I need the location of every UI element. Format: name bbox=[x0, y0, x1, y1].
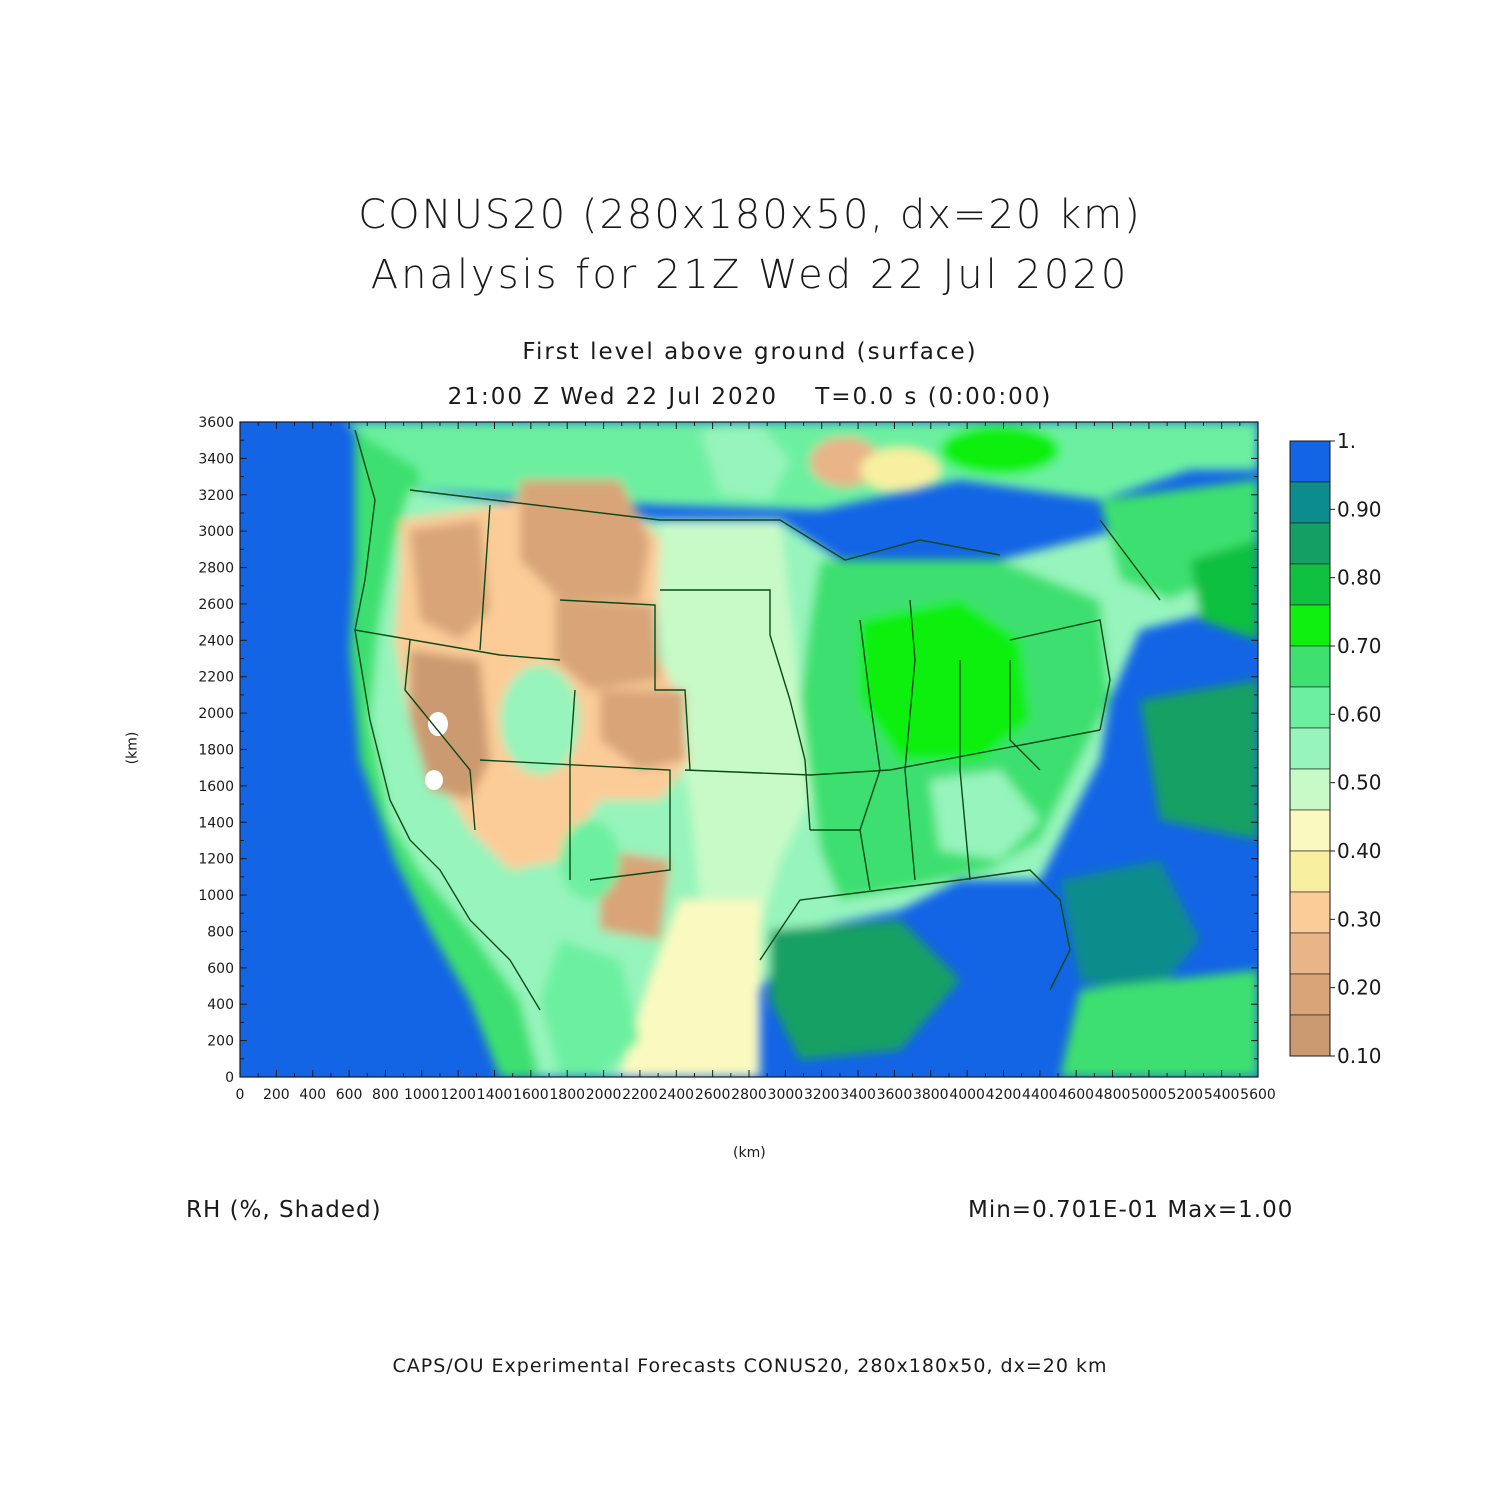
colorbar-frame bbox=[1289, 440, 1331, 1057]
x-tick-label: 1000 bbox=[404, 1087, 440, 1103]
colorbar-swatch bbox=[1289, 686, 1331, 729]
y-tick-label: 3400 bbox=[198, 451, 234, 467]
y-axis-unit: (km) bbox=[124, 731, 141, 765]
x-tick-label: 800 bbox=[372, 1087, 399, 1103]
y-tick-label: 3600 bbox=[198, 415, 234, 431]
x-tick-label: 1600 bbox=[513, 1087, 549, 1103]
chart-title: CONUS20 (280x180x50, dx=20 km) bbox=[358, 192, 1142, 238]
colorbar-label: 1. bbox=[1337, 429, 1356, 453]
colorbar-label: 0.20 bbox=[1337, 976, 1382, 1000]
colorbar-label: 0.60 bbox=[1337, 702, 1382, 726]
footer-credit: CAPS/OU Experimental Forecasts CONUS20, … bbox=[392, 1355, 1108, 1377]
colorbar-swatch bbox=[1289, 645, 1331, 688]
colorbar-label: 0.10 bbox=[1337, 1044, 1382, 1068]
x-tick-label: 2600 bbox=[695, 1087, 731, 1103]
x-tick-label: 5400 bbox=[1204, 1087, 1240, 1103]
colorbar-swatch bbox=[1289, 973, 1331, 1016]
x-tick-label: 2400 bbox=[658, 1087, 694, 1103]
colorbar-swatch bbox=[1289, 768, 1331, 811]
colorbar-swatch bbox=[1289, 891, 1331, 934]
y-tick-label: 800 bbox=[207, 924, 234, 940]
colorbar-swatch bbox=[1289, 604, 1331, 647]
x-tick-label: 3400 bbox=[840, 1087, 876, 1103]
x-tick-label: 2000 bbox=[586, 1087, 622, 1103]
y-tick-label: 2200 bbox=[198, 670, 234, 686]
y-tick-label: 400 bbox=[207, 997, 234, 1013]
x-tick-label: 3600 bbox=[877, 1087, 913, 1103]
x-axis bbox=[239, 422, 1259, 1077]
colorbar bbox=[1289, 440, 1335, 1057]
colorbar-swatch bbox=[1289, 563, 1331, 606]
x-tick-label: 1800 bbox=[549, 1087, 585, 1103]
x-tick-label: 5000 bbox=[1131, 1087, 1167, 1103]
x-tick-label: 4200 bbox=[986, 1087, 1022, 1103]
x-tick-label: 3800 bbox=[913, 1087, 949, 1103]
x-axis-unit: (km) bbox=[733, 1145, 766, 1161]
y-tick-label: 1200 bbox=[198, 852, 234, 868]
y-tick-label: 2800 bbox=[198, 561, 234, 577]
colorbar-swatch bbox=[1289, 727, 1331, 770]
x-tick-label: 5200 bbox=[1167, 1087, 1203, 1103]
colorbar-label: 0.80 bbox=[1337, 566, 1382, 590]
x-tick-label: 3000 bbox=[768, 1087, 804, 1103]
y-axis bbox=[240, 421, 1258, 1078]
x-tick-label: 200 bbox=[263, 1087, 290, 1103]
colorbar-swatch bbox=[1289, 809, 1331, 852]
colorbar-label: 0.90 bbox=[1337, 497, 1382, 521]
y-tick-label: 0 bbox=[225, 1070, 234, 1086]
x-tick-label: 3200 bbox=[804, 1087, 840, 1103]
colorbar-swatch bbox=[1289, 850, 1331, 893]
colorbar-swatch bbox=[1289, 932, 1331, 975]
colorbar-label: 0.50 bbox=[1337, 771, 1382, 795]
x-tick-label: 4600 bbox=[1058, 1087, 1094, 1103]
x-tick-label: 1200 bbox=[440, 1087, 476, 1103]
x-tick-label: 4000 bbox=[949, 1087, 985, 1103]
x-tick-label: 4800 bbox=[1095, 1087, 1131, 1103]
level-label: First level above ground (surface) bbox=[522, 339, 978, 365]
state-boundaries bbox=[354, 429, 1161, 1011]
y-tick-label: 1400 bbox=[198, 815, 234, 831]
chart-subtitle-analysis: Analysis for 21Z Wed 22 Jul 2020 bbox=[370, 252, 1130, 298]
colorbar-swatch bbox=[1289, 440, 1331, 483]
y-tick-label: 1000 bbox=[198, 888, 234, 904]
colorbar-label: 0.40 bbox=[1337, 839, 1382, 863]
x-tick-label: 4400 bbox=[1022, 1087, 1058, 1103]
colorbar-label: 0.30 bbox=[1337, 907, 1382, 931]
x-tick-label: 400 bbox=[299, 1087, 326, 1103]
x-tick-label: 2800 bbox=[731, 1087, 767, 1103]
min-max-label: Min=0.701E-01 Max=1.00 bbox=[968, 1197, 1294, 1223]
x-tick-label: 0 bbox=[236, 1087, 245, 1103]
y-tick-label: 2600 bbox=[198, 597, 234, 613]
y-tick-label: 600 bbox=[207, 961, 234, 977]
x-tick-label: 1400 bbox=[477, 1087, 513, 1103]
colorbar-swatch bbox=[1289, 1014, 1331, 1057]
valid-time-label: 21:00 Z Wed 22 Jul 2020 T=0.0 s (0:00:00… bbox=[447, 384, 1053, 410]
field-label: RH (%, Shaded) bbox=[186, 1197, 382, 1223]
y-tick-label: 2400 bbox=[198, 633, 234, 649]
y-tick-label: 200 bbox=[207, 1034, 234, 1050]
colorbar-swatch bbox=[1289, 481, 1331, 524]
rh-shaded-field bbox=[240, 422, 1258, 1077]
x-tick-label: 5600 bbox=[1240, 1087, 1276, 1103]
y-tick-label: 1600 bbox=[198, 779, 234, 795]
colorbar-swatch bbox=[1289, 522, 1331, 565]
y-tick-label: 2000 bbox=[198, 706, 234, 722]
y-tick-label: 3000 bbox=[198, 524, 234, 540]
colorbar-label: 0.70 bbox=[1337, 634, 1382, 658]
x-tick-label: 600 bbox=[336, 1087, 363, 1103]
y-tick-label: 3200 bbox=[198, 488, 234, 504]
y-tick-label: 1800 bbox=[198, 743, 234, 759]
x-tick-label: 2200 bbox=[622, 1087, 658, 1103]
